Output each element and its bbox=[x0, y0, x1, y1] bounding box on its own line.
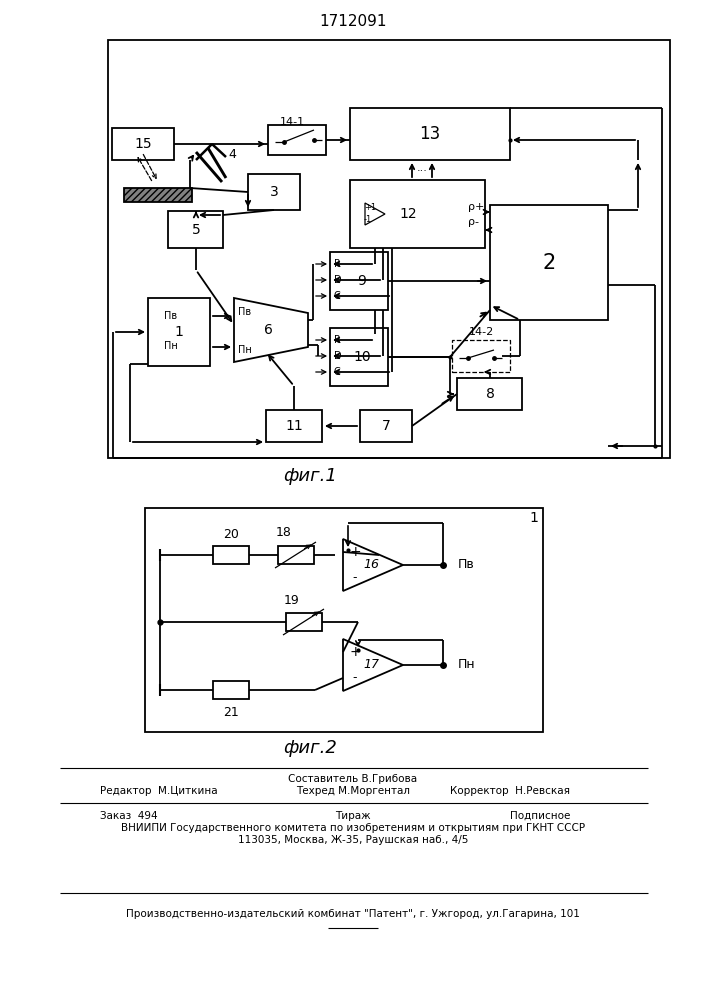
Text: фиг.2: фиг.2 bbox=[283, 739, 337, 757]
Bar bbox=[330, 328, 388, 386]
Text: Подписное: Подписное bbox=[510, 811, 570, 821]
Bar bbox=[148, 298, 210, 366]
Text: R: R bbox=[334, 259, 341, 269]
Text: 7: 7 bbox=[382, 419, 390, 433]
Bar bbox=[213, 681, 249, 699]
Bar bbox=[286, 613, 322, 631]
Text: D: D bbox=[334, 275, 341, 285]
Text: 4: 4 bbox=[228, 148, 236, 161]
Text: Корректор  Н.Ревская: Корректор Н.Ревская bbox=[450, 786, 570, 796]
Text: ...: ... bbox=[416, 163, 428, 173]
Bar bbox=[278, 546, 314, 564]
Text: 13: 13 bbox=[419, 125, 440, 143]
Text: 18: 18 bbox=[276, 526, 292, 540]
Text: 9: 9 bbox=[358, 274, 366, 288]
Text: Заказ  494: Заказ 494 bbox=[100, 811, 158, 821]
Bar bbox=[124, 188, 192, 202]
Bar bbox=[168, 211, 223, 248]
Text: Пв: Пв bbox=[458, 558, 474, 572]
Text: Составитель В.Грибова: Составитель В.Грибова bbox=[288, 774, 418, 784]
Text: Производственно-издательский комбинат "Патент", г. Ужгород, ул.Гагарина, 101: Производственно-издательский комбинат "П… bbox=[126, 909, 580, 919]
Text: Тираж: Тираж bbox=[335, 811, 370, 821]
Text: ρ+: ρ+ bbox=[468, 202, 484, 212]
Text: -1: -1 bbox=[364, 216, 373, 225]
Text: Пв: Пв bbox=[164, 311, 177, 321]
Text: 3: 3 bbox=[269, 185, 279, 199]
Text: Редактор  М.Циткина: Редактор М.Циткина bbox=[100, 786, 218, 796]
Bar bbox=[457, 378, 522, 410]
Text: Пн: Пн bbox=[458, 658, 476, 672]
Text: 10: 10 bbox=[354, 350, 370, 364]
Text: 113035, Москва, Ж-35, Раушская наб., 4/5: 113035, Москва, Ж-35, Раушская наб., 4/5 bbox=[238, 835, 468, 845]
Text: 5: 5 bbox=[192, 223, 200, 237]
Bar bbox=[213, 546, 249, 564]
Bar bbox=[266, 410, 322, 442]
Text: 14-2: 14-2 bbox=[468, 327, 493, 337]
Text: 1: 1 bbox=[175, 325, 183, 339]
Text: 17: 17 bbox=[363, 658, 379, 672]
Text: +: + bbox=[349, 545, 361, 559]
Text: 6: 6 bbox=[264, 323, 272, 337]
Bar bbox=[350, 108, 510, 160]
Text: Пв: Пв bbox=[238, 307, 251, 317]
Text: D: D bbox=[334, 351, 341, 361]
Text: +1: +1 bbox=[364, 204, 376, 213]
Text: 2: 2 bbox=[542, 253, 556, 273]
Text: -: - bbox=[353, 672, 357, 684]
Text: 1712091: 1712091 bbox=[320, 14, 387, 29]
Text: Пн: Пн bbox=[238, 345, 252, 355]
Bar bbox=[268, 125, 326, 155]
Text: 1: 1 bbox=[530, 511, 539, 525]
Bar bbox=[108, 40, 670, 458]
Text: 16: 16 bbox=[363, 558, 379, 572]
Text: 19: 19 bbox=[284, 593, 300, 606]
Bar bbox=[112, 128, 174, 160]
Bar bbox=[330, 252, 388, 310]
Text: Техред М.Моргентал: Техред М.Моргентал bbox=[296, 786, 410, 796]
Text: C: C bbox=[334, 291, 341, 301]
Bar bbox=[350, 180, 485, 248]
Text: 15: 15 bbox=[134, 137, 152, 151]
Text: фиг.1: фиг.1 bbox=[283, 467, 337, 485]
Text: Пн: Пн bbox=[164, 341, 177, 351]
Text: ВНИИПИ Государственного комитета по изобретениям и открытиям при ГКНТ СССР: ВНИИПИ Государственного комитета по изоб… bbox=[121, 823, 585, 833]
Text: 12: 12 bbox=[399, 207, 417, 221]
Bar bbox=[360, 410, 412, 442]
Bar bbox=[452, 340, 510, 372]
Text: 21: 21 bbox=[223, 706, 239, 718]
Text: +: + bbox=[349, 645, 361, 659]
Text: R: R bbox=[334, 335, 341, 345]
Bar bbox=[145, 508, 543, 732]
Bar bbox=[248, 174, 300, 210]
Bar bbox=[490, 205, 608, 320]
Text: ρ-: ρ- bbox=[468, 217, 479, 227]
Text: 8: 8 bbox=[486, 387, 494, 401]
Text: 20: 20 bbox=[223, 528, 239, 542]
Text: C: C bbox=[334, 367, 341, 377]
Text: 11: 11 bbox=[285, 419, 303, 433]
Text: -: - bbox=[353, 572, 357, 584]
Text: 14-1: 14-1 bbox=[279, 117, 305, 127]
